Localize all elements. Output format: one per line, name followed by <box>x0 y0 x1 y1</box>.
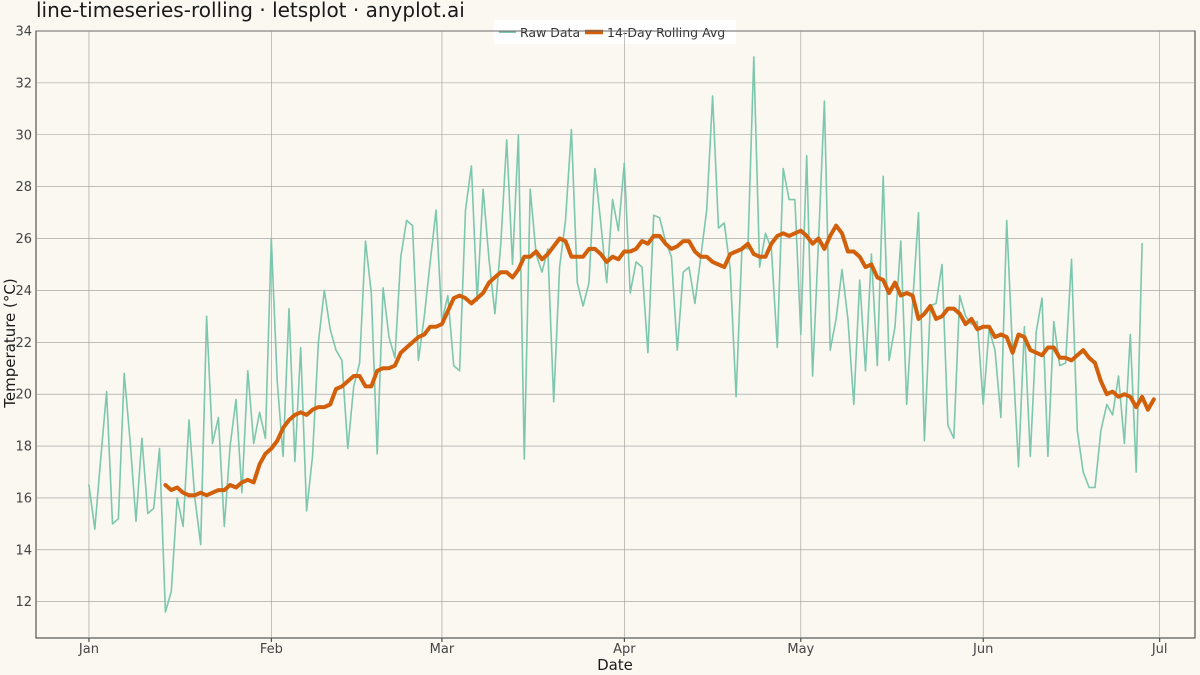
y-axis-label: Temperature (°C) <box>1 278 19 408</box>
y-tick-label: 22 <box>15 336 32 351</box>
y-tick-label: 18 <box>15 440 32 455</box>
x-tick-label: Jul <box>1151 642 1168 657</box>
x-tick-label: Jan <box>78 642 99 657</box>
y-tick-label: 12 <box>15 595 32 610</box>
legend-label-rolling: 14-Day Rolling Avg <box>607 25 725 40</box>
y-tick-label: 26 <box>15 232 32 247</box>
x-tick-label: Feb <box>260 642 283 657</box>
x-tick-label: Mar <box>430 642 455 657</box>
chart-title: line-timeseries-rolling · letsplot · any… <box>36 0 465 22</box>
plot-area: 12 14 16 18 20 22 24 26 28 30 32 34 Jan Feb Mar Apr May J… <box>15 25 1196 657</box>
x-axis-label: Date <box>597 656 633 674</box>
legend: Raw Data 14-Day Rolling Avg <box>494 20 736 44</box>
y-tick-label: 34 <box>15 25 32 40</box>
y-tick-label: 14 <box>15 543 32 558</box>
rolling-avg-line <box>163 223 1156 498</box>
y-tick-label: 24 <box>15 284 32 299</box>
x-tick-label: Jun <box>972 642 993 657</box>
y-tick-label: 28 <box>15 180 32 195</box>
y-tick-label: 16 <box>15 491 32 506</box>
y-tick-label: 20 <box>15 388 32 403</box>
raw-data-line <box>88 56 1143 613</box>
y-tick-label: 30 <box>15 128 32 143</box>
legend-label-raw: Raw Data <box>520 25 580 40</box>
y-tick-label: 32 <box>15 76 32 91</box>
legend-background <box>494 20 736 44</box>
x-tick-label: May <box>787 642 814 657</box>
x-tick-label: Apr <box>613 642 636 657</box>
